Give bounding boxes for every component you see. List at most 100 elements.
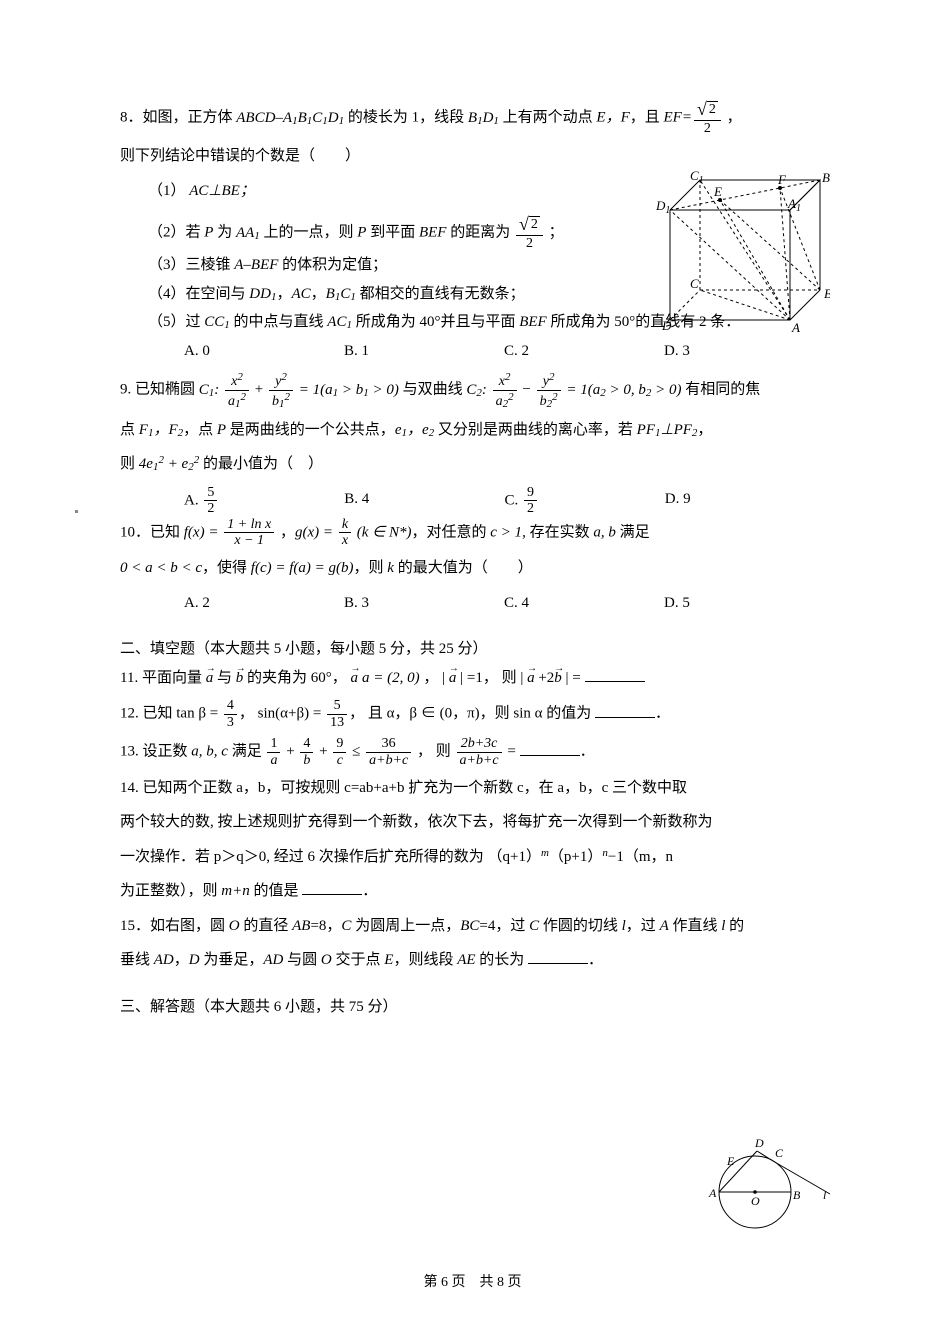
q8-line2: 则下列结论中错误的个数是（ ）: [120, 142, 825, 171]
q9-l2b: ，点: [183, 422, 217, 438]
q11-blank: [585, 667, 645, 682]
q8-s4-ac: AC: [291, 286, 310, 302]
q13-t3n: 9: [333, 736, 346, 752]
q8-s2-a: （2）若: [148, 225, 204, 241]
q14-l4a: 为正整数），则: [120, 883, 221, 899]
q10-options: A. 2 B. 3 C. 4 D. 5: [120, 589, 825, 618]
q10-gx: g(x) =: [295, 524, 337, 540]
q9-eq2: = 1(a2 > 0, b2 > 0): [563, 382, 682, 398]
q15-l1i: 的: [725, 918, 744, 934]
q12-tail: ．: [655, 706, 670, 722]
q8-s2-frac: √22: [516, 215, 543, 251]
q9-l2e: ，: [697, 422, 712, 438]
q10-k: k: [387, 560, 394, 576]
question-14-l1: 14. 已知两个正数 a，b，可按规则 c=ab+a+b 扩充为一个新数 c，在…: [120, 774, 825, 803]
q8-opt-a: A. 0: [184, 337, 344, 366]
q8-s4-dd1: DD1: [249, 286, 276, 302]
q10-opt-b: B. 3: [344, 589, 504, 618]
q10-sep: ，: [276, 524, 295, 540]
q9-opt-b: B. 4: [344, 485, 504, 517]
q8-s2-tail: ；: [545, 225, 564, 241]
q13-t1d: a: [267, 753, 280, 768]
q15-l2e: 交于点: [332, 952, 385, 968]
q10-gc: (k ∈ N*): [353, 524, 411, 540]
q8-s5-ac1: AC1: [327, 314, 352, 330]
q9-opt-d: D. 9: [665, 485, 825, 517]
stray-dot: [75, 510, 78, 513]
question-13: 13. 设正数 a, b, c 满足 1a + 4b + 9c ≤ 36a+b+…: [120, 736, 825, 768]
svg-text:D1: D1: [655, 198, 670, 216]
svg-text:A: A: [791, 320, 800, 335]
q8-s5-c: 所成角为 40°并且与平面: [352, 314, 519, 330]
q12-f2n: 5: [327, 698, 347, 714]
svg-text:B: B: [793, 1188, 801, 1202]
q8-s5-bef: BEF: [519, 314, 547, 330]
q15-l1f: 作圆的切线: [539, 918, 622, 934]
q9-f2: y2b12: [269, 371, 293, 409]
q9-oa-d: 2: [204, 501, 217, 516]
q8-frac: √22: [694, 100, 721, 136]
q15-l2b: ，: [174, 952, 189, 968]
q11-a: 11. 平面向量: [120, 670, 206, 686]
q9-l3a: 则: [120, 456, 139, 472]
q15-l2f: ，则线段: [393, 952, 457, 968]
q8-s5-cc1: CC1: [204, 314, 230, 330]
q10-l2b: ，使得: [202, 560, 251, 576]
q8-cube: ABCD–A1B1C1D1: [236, 110, 344, 126]
q14-l4b: 的值是: [250, 883, 303, 899]
q15-l1b: 的直径: [240, 918, 293, 934]
q9-c2: C2:: [466, 382, 490, 398]
q12-f1n: 4: [224, 698, 237, 714]
question-15-l1: 15．如右图，圆 O 的直径 AB=8，C 为圆周上一点，BC=4，过 C 作圆…: [120, 912, 825, 941]
q8-c: 上有两个动点: [499, 110, 597, 126]
q14-l3a: 一次操作．若 p＞q＞0, 经过 6 次操作后扩充所得的数为 （q+1）: [120, 849, 541, 865]
q8-tail: ，: [723, 110, 742, 126]
q15-c: C: [341, 918, 351, 934]
question-11: 11. 平面向量 a 与 b 的夹角为 60°， aa = (2, 0) ， |…: [120, 664, 825, 693]
q15-o2: O: [321, 952, 332, 968]
q10-ab: a, b: [593, 524, 616, 540]
q10-gd: x: [339, 533, 351, 548]
q12-a: 12. 已知 tan β =: [120, 706, 222, 722]
q13-a: 13. 设正数: [120, 744, 191, 760]
q11-e: | =1， 则 |: [456, 670, 527, 686]
q14-m: m: [541, 847, 549, 859]
q8-s3-a: （3）三棱锥: [148, 257, 234, 273]
q13-p2: +: [315, 744, 331, 760]
svg-text:B1: B1: [822, 170, 830, 188]
question-9: 9. 已知椭圆 C1: x2a12 + y2b12 = 1(a1 > b1 > …: [120, 371, 825, 409]
q13-le: ≤: [348, 744, 364, 760]
q13-tail: ．: [580, 744, 595, 760]
q10-mid: ，对任意的: [412, 524, 491, 540]
q13-abc: a, b, c: [191, 744, 228, 760]
q11-g: | =: [562, 670, 585, 686]
q8-opt-b: B. 1: [344, 337, 504, 366]
q11-va: a: [206, 670, 214, 686]
q13-t3d: c: [333, 753, 346, 768]
q13-b: 满足: [228, 744, 266, 760]
q13-t2d: b: [300, 753, 313, 768]
q15-l2a: 垂线: [120, 952, 154, 968]
q10-opt-c: C. 4: [504, 589, 664, 618]
q13-t4d: a+b+c: [366, 753, 411, 768]
page: 8．如图，正方体 ABCD–A1B1C1D1 的棱长为 1，线段 B1D1 上有…: [0, 0, 945, 1337]
q8-s3-c: 的体积为定值；: [278, 257, 387, 273]
q9-oc-pre: C.: [505, 492, 523, 508]
q9-oa-frac: 52: [204, 485, 217, 517]
q14-blank: [302, 880, 362, 895]
q15-l2c: 为垂足，: [200, 952, 264, 968]
section-2-title: 二、填空题（本大题共 5 小题，每小题 5 分，共 25 分）: [120, 635, 825, 664]
q8-s2-e: 的距离为: [446, 225, 514, 241]
q15-l1a: 15．如右图，圆: [120, 918, 229, 934]
page-footer: 第 6 页 共 8 页: [0, 1270, 945, 1297]
q14-mn: m+n: [221, 883, 249, 899]
q15-blank: [528, 949, 588, 964]
q8-s4-s1: ，: [276, 286, 291, 302]
q10-g1: kx: [339, 517, 351, 549]
q8-s4-b: 都相交的直线有无数条；: [356, 286, 525, 302]
q12-blank: [595, 703, 655, 718]
q9-l2a: 点: [120, 422, 139, 438]
q8-s1-b: AC⊥BE；: [189, 183, 255, 199]
q8-text: 8．如图，正方体: [120, 110, 236, 126]
q11-f: +2: [535, 670, 555, 686]
